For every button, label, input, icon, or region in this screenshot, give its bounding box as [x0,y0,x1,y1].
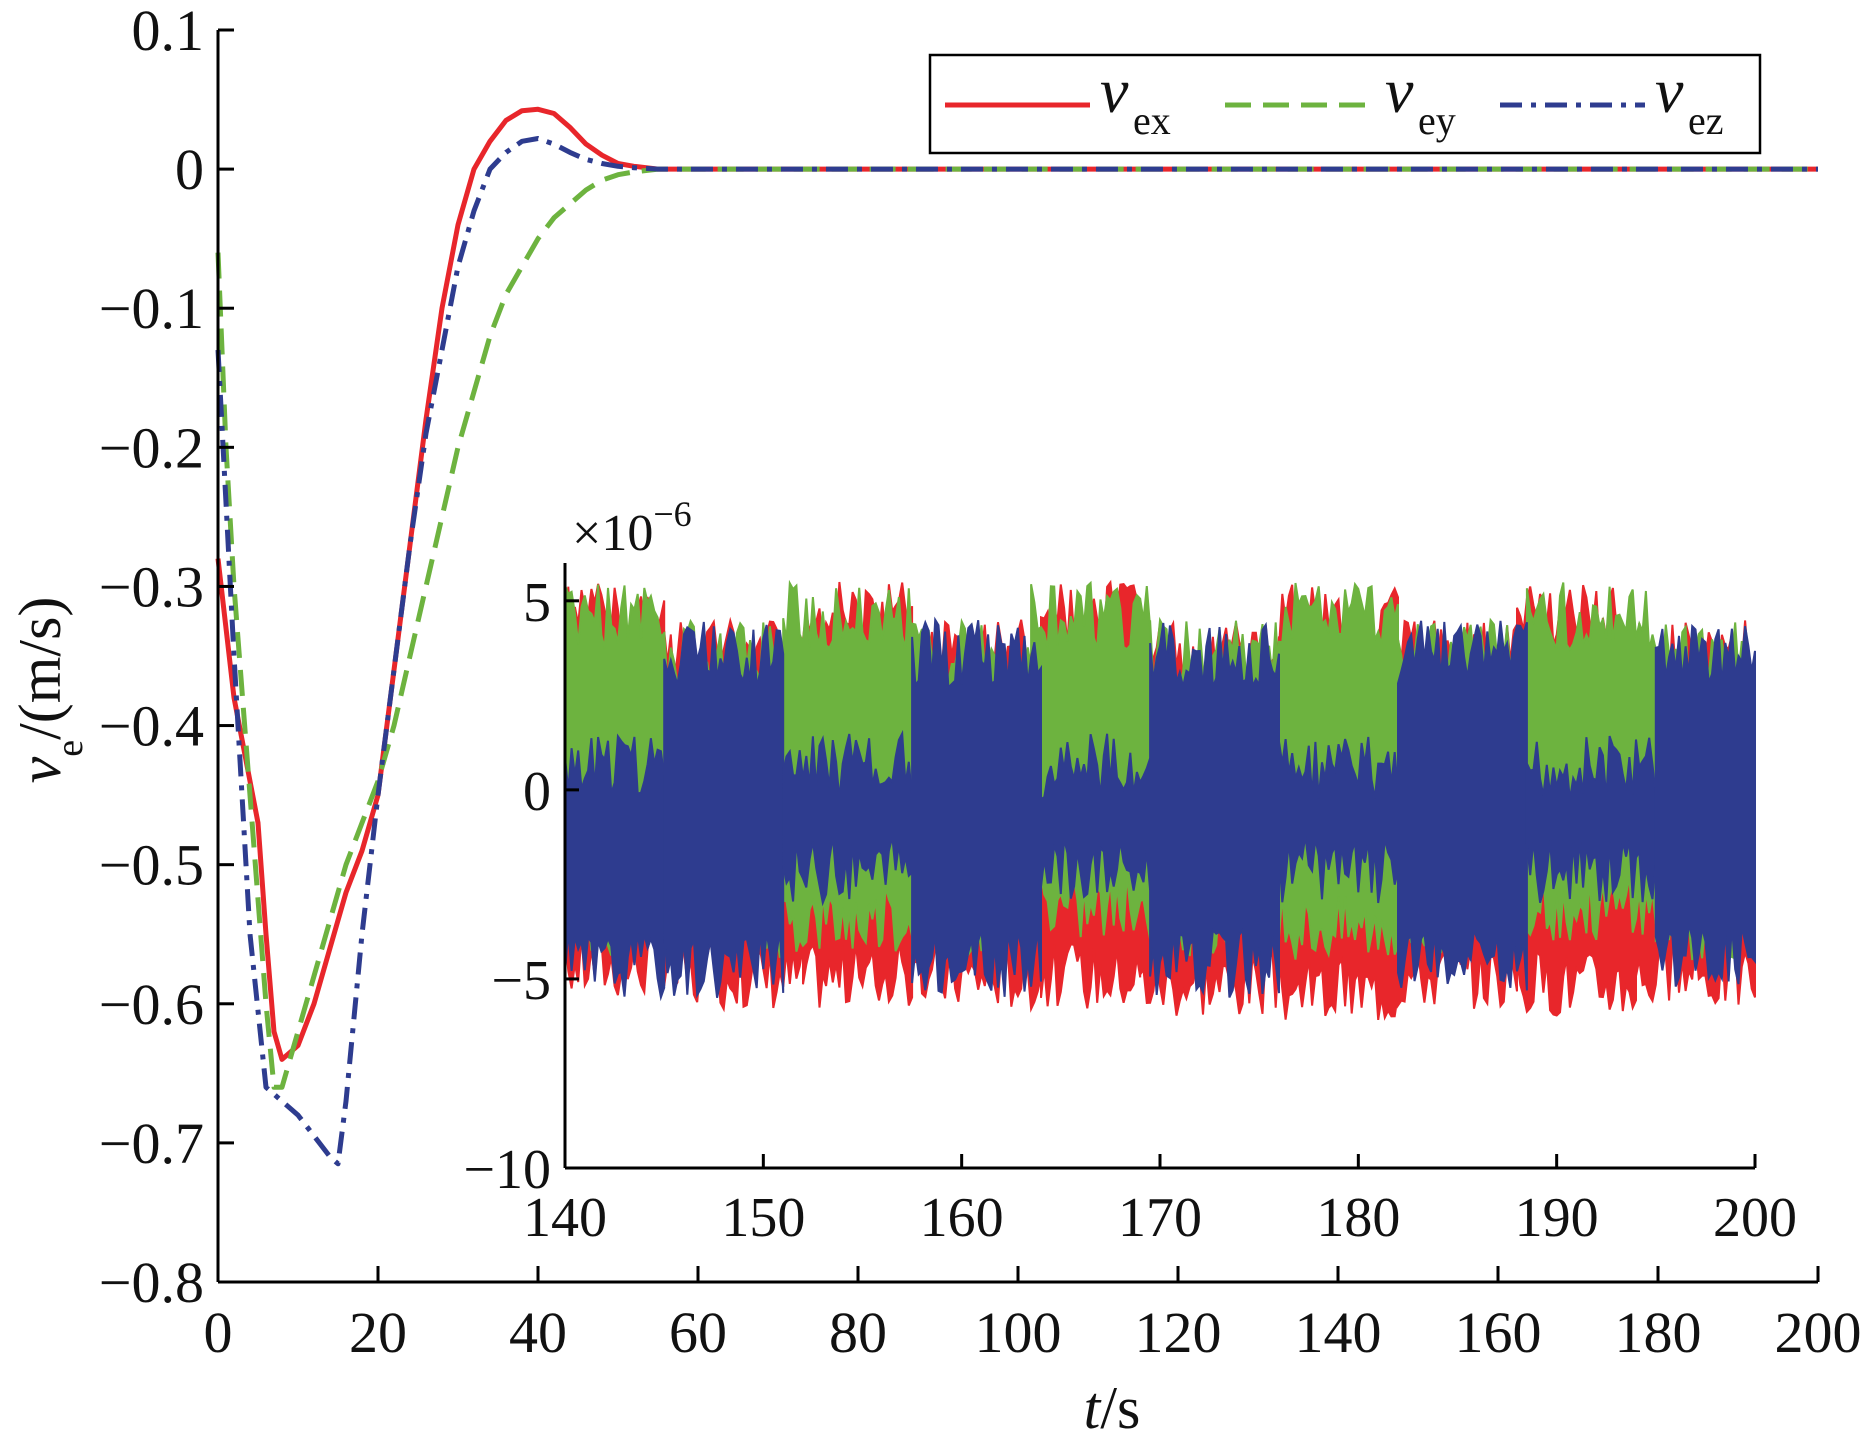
x-tick-label-60: 60 [669,1300,727,1365]
x-axis-unit: /s [1100,1375,1140,1441]
y-axis-var: v [7,756,73,783]
inset-x-tick-label-180: 180 [1316,1187,1400,1249]
x-tick-label-0: 0 [204,1300,233,1365]
y-tick-label--0.8: −0.8 [99,1250,204,1315]
svg-text:ve/(m/s): ve/(m/s) [7,597,91,784]
legend-sub-vez: ez [1688,98,1724,143]
inset-band-vez-7 [1397,620,1528,991]
inset-x-tick-label-160: 160 [920,1187,1004,1249]
x-axis-title: t/s [1084,1375,1141,1441]
legend-label-vez: v [1655,55,1684,126]
x-tick-label-120: 120 [1135,1300,1222,1365]
inset-x-tick-label-140: 140 [523,1187,607,1249]
inset-y-tick-label--5: −5 [491,950,551,1012]
x-tick-label-140: 140 [1295,1300,1382,1365]
main-axes: 0 20 40 60 80 100 120 140 160 180 2000.10−0.1−0.2−… [99,0,1862,1365]
legend-label-vey: v [1385,55,1414,126]
inset-band-vez-9 [1654,623,1756,987]
inset-y-tick-label-0: 0 [523,761,551,823]
legend-label-vex: v [1100,55,1129,126]
y-tick-label--0.7: −0.7 [99,1111,204,1176]
inset-y-tick-label-5: 5 [523,572,551,634]
inset-x-tick-label-170: 170 [1118,1187,1202,1249]
inset-band-vez-0 [564,733,666,1002]
x-tick-label-80: 80 [829,1300,887,1365]
legend-sub-vex: ex [1133,98,1171,143]
inset-x-tick-label-150: 150 [721,1187,805,1249]
x-tick-label-160: 160 [1455,1300,1542,1365]
y-axis-unit: /(m/s) [7,597,73,740]
y-tick-label--0.3: −0.3 [99,554,204,619]
inset-x-tick-label-200: 200 [1713,1187,1797,1249]
y-axis-title: ve/(m/s) [7,597,91,784]
x-tick-label-180: 180 [1615,1300,1702,1365]
y-tick-label--0.5: −0.5 [99,833,204,898]
inset-band-vez-3 [911,616,1042,997]
inset-x-tick-label-190: 190 [1515,1187,1599,1249]
inset-scale-exponent: −6 [653,494,691,534]
y-axis-sub: e [49,740,91,757]
x-tick-label-200: 200 [1775,1300,1862,1365]
inset-plot: 140 150 160 170 180 190 200 5 0 −5 −10 [463,563,1797,1249]
inset-y-tick-label--10: −10 [463,1139,551,1201]
series-line-vez [215,136,1818,1167]
y-tick-label-0.1: 0.1 [132,0,205,63]
legend-sub-vey: ey [1418,98,1456,143]
inset-series-vez [564,616,1756,1002]
inset-band-vez-1 [663,621,785,999]
x-tick-label-100: 100 [975,1300,1062,1365]
x-tick-label-40: 40 [509,1300,567,1365]
y-tick-label-0: 0 [175,137,204,202]
inset-scale-base: ×10 [572,505,653,562]
main-series-group [215,106,1818,1167]
y-tick-label--0.6: −0.6 [99,972,204,1037]
y-tick-label--0.1: −0.1 [99,276,204,341]
inset-band-vez-5 [1149,621,1280,998]
series-line-vey [215,166,1818,1090]
inset-scale-label: ×10−6 [572,494,692,562]
legend: v ex v ey v ez [928,53,1762,155]
y-tick-label--0.4: −0.4 [99,694,204,759]
x-axis-var: t [1084,1375,1102,1441]
y-tick-label--0.2: −0.2 [99,415,204,480]
x-tick-label-20: 20 [349,1300,407,1365]
